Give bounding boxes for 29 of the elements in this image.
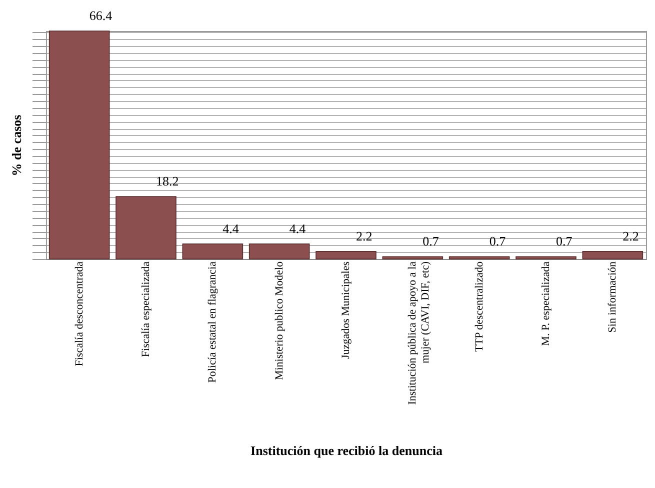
bar bbox=[116, 196, 176, 260]
data-label: 4.4 bbox=[289, 220, 306, 236]
data-label: 0.7 bbox=[556, 234, 573, 249]
bar bbox=[48, 30, 110, 260]
bar bbox=[248, 243, 310, 260]
x-tick-label: Fiscalía desconcentrada bbox=[73, 261, 86, 366]
x-tick-label: TTP descentralizado bbox=[473, 261, 486, 352]
data-label: 0.7 bbox=[422, 234, 440, 249]
bar bbox=[316, 251, 376, 260]
x-tick-label: M. P. especializada bbox=[540, 261, 552, 346]
x-tick-label: Juzgados Municipales bbox=[340, 262, 352, 359]
x-tick-label: Ministerio publico Modelo bbox=[273, 261, 286, 380]
x-tick-label: Institución pública de apoyo a la mujer (CAVI, DIF, etc) bbox=[406, 261, 432, 405]
data-label: 2.2 bbox=[356, 228, 372, 244]
x-tick-label: Sin información bbox=[606, 261, 619, 333]
bar bbox=[582, 251, 644, 260]
data-label: 0.7 bbox=[489, 234, 506, 249]
data-label: 18.2 bbox=[156, 174, 179, 189]
data-label: 2.2 bbox=[622, 228, 639, 244]
data-label: 4.4 bbox=[222, 220, 240, 236]
bar bbox=[382, 256, 444, 260]
bar bbox=[448, 256, 510, 260]
x-tick-label: Fiscalía especializada bbox=[140, 261, 152, 358]
bar bbox=[516, 256, 576, 260]
x-axis-title: Institución que recibió la denuncia bbox=[250, 442, 443, 458]
x-tick-label: Policía estatal en flagrancia bbox=[206, 261, 219, 383]
y-axis-title: % de casos bbox=[9, 114, 24, 176]
data-label: 66.4 bbox=[89, 8, 113, 23]
bar bbox=[182, 243, 244, 260]
